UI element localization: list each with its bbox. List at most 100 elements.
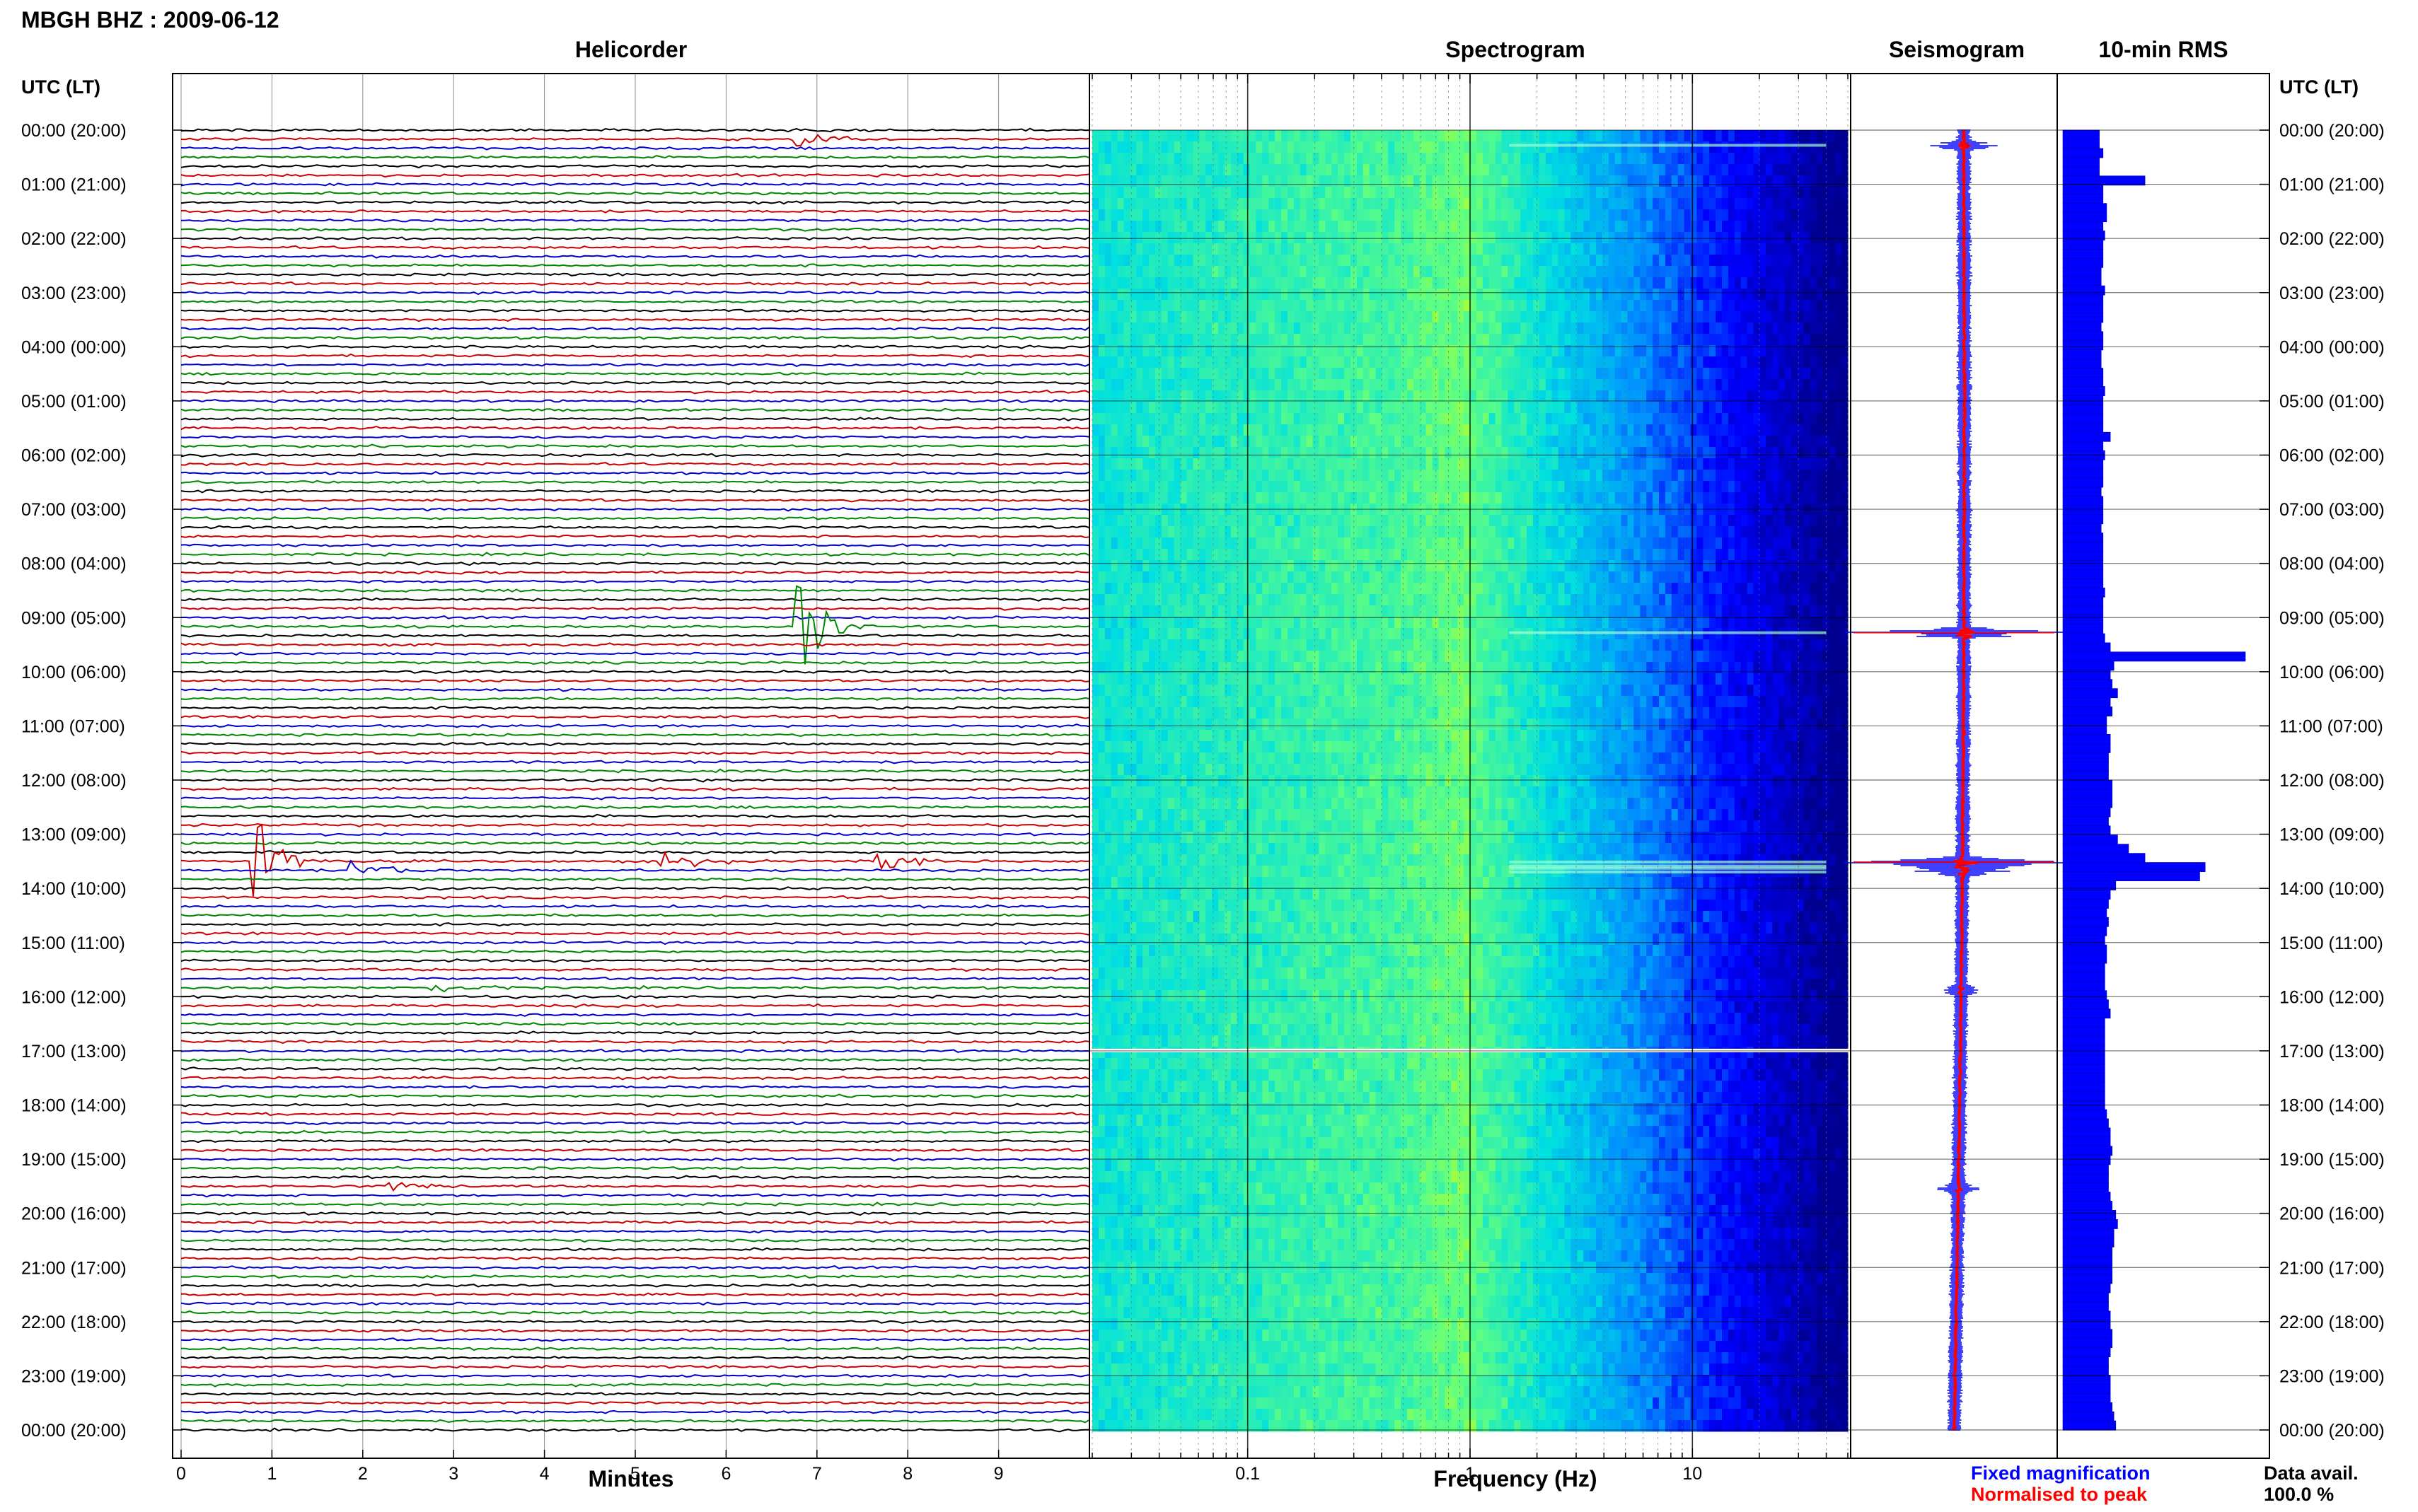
rms-bar (2062, 322, 2102, 332)
time-label-right: 01:00 (21:00) (2279, 175, 2385, 195)
rms-bar (2062, 431, 2111, 442)
time-label-left: 20:00 (16:00) (21, 1204, 127, 1224)
rms-title: 10-min RMS (2098, 37, 2228, 62)
rms-bar (2062, 642, 2111, 653)
rms-bar (2062, 1375, 2111, 1385)
time-label-left: 12:00 (08:00) (21, 771, 127, 791)
rms-bar (2062, 862, 2206, 873)
rms-bar (2062, 853, 2146, 863)
rms-bar (2062, 844, 2129, 854)
rms-bar (2062, 377, 2104, 388)
chart-title: MBGH BHZ : 2009-06-12 (21, 7, 279, 33)
freq-tick-label: 10 (1682, 1464, 1702, 1484)
rms-bar (2062, 816, 2109, 827)
freq-tick-label: 0.1 (1235, 1464, 1260, 1484)
rms-bar (2062, 578, 2104, 588)
rms-bar (2062, 148, 2104, 158)
time-label-right: 00:00 (20:00) (2279, 1421, 2385, 1441)
rms-bar (2062, 1274, 2112, 1284)
rms-bar (2062, 871, 2200, 881)
rms-bar (2062, 890, 2111, 900)
time-label-right: 10:00 (06:00) (2279, 663, 2385, 682)
rms-bar (2062, 368, 2104, 378)
minute-tick-label: 1 (267, 1464, 277, 1484)
rms-bar (2062, 917, 2109, 927)
rms-bar (2062, 697, 2111, 708)
rms-bar (2062, 386, 2105, 396)
right-axis-header: UTC (LT) (2279, 76, 2359, 98)
rms-bar (2062, 514, 2104, 525)
rms-bar (2062, 825, 2111, 836)
time-label-left: 09:00 (05:00) (21, 608, 127, 628)
time-label-right: 16:00 (12:00) (2279, 987, 2385, 1007)
rms-bar (2062, 1292, 2109, 1303)
time-label-right: 04:00 (00:00) (2279, 337, 2385, 357)
rms-bar (2062, 752, 2109, 762)
rms-bar (2062, 413, 2104, 424)
rms-bar (2062, 1063, 2105, 1074)
rms-bar (2062, 175, 2146, 186)
rms-bar (2062, 1255, 2112, 1266)
rms-bar (2062, 1219, 2118, 1229)
rms-bar (2062, 1246, 2112, 1257)
rms-bar (2062, 349, 2102, 360)
rms-bar (2062, 1402, 2112, 1412)
rms-bar (2062, 596, 2104, 607)
time-label-left: 16:00 (12:00) (21, 987, 127, 1007)
rms-bar (2062, 981, 2105, 991)
rms-bar (2062, 1173, 2109, 1184)
rms-bar (2062, 569, 2104, 579)
rms-bar (2062, 1054, 2105, 1064)
rms-bar (2062, 441, 2104, 451)
rms-bar (2062, 523, 2102, 534)
time-label-left: 07:00 (03:00) (21, 500, 127, 520)
minute-tick-label: 8 (903, 1464, 913, 1484)
rms-bar (2062, 661, 2115, 671)
rms-bar (2062, 605, 2104, 616)
rms-bar (2062, 587, 2105, 598)
spectrogram-title: Spectrogram (1445, 37, 1585, 62)
freq-tick-label: 1 (1465, 1464, 1475, 1484)
rms-bar (2062, 533, 2104, 543)
rms-bar (2062, 1201, 2112, 1211)
rms-bar (2062, 1018, 2105, 1028)
rms-bar (2062, 633, 2105, 644)
rms-bar (2062, 898, 2109, 909)
rms-bar (2062, 1411, 2115, 1421)
time-label-left: 01:00 (21:00) (21, 175, 127, 195)
legend-fixed-magnification: Fixed magnification (1971, 1462, 2151, 1484)
rms-bar (2062, 624, 2104, 634)
data-avail-label: Data avail. (2264, 1462, 2359, 1484)
time-label-left: 21:00 (17:00) (21, 1258, 127, 1278)
rms-bar (2062, 1210, 2117, 1220)
time-label-right: 17:00 (13:00) (2279, 1042, 2385, 1062)
time-label-right: 23:00 (19:00) (2279, 1366, 2385, 1386)
rms-bar (2062, 1329, 2112, 1339)
rms-bar (2062, 1192, 2111, 1202)
rms-bar (2062, 807, 2111, 818)
rms-bar (2062, 212, 2107, 223)
rms-bar (2062, 395, 2104, 405)
time-label-left: 02:00 (22:00) (21, 229, 127, 249)
rms-bar (2062, 935, 2105, 946)
helicorder-xlabel: Minutes (588, 1466, 674, 1491)
rms-bar (2062, 1008, 2111, 1019)
rms-bar (2062, 459, 2104, 470)
rms-bar (2062, 999, 2109, 1010)
rms-bar (2062, 688, 2118, 699)
rms-bar (2062, 1182, 2109, 1193)
rms-bar (2062, 761, 2109, 772)
rms-bar (2062, 1228, 2115, 1238)
rms-bar (2062, 240, 2104, 250)
rms-bar (2062, 770, 2109, 781)
minute-tick-label: 3 (449, 1464, 458, 1484)
rms-bar (2062, 926, 2107, 936)
rms-bar (2062, 505, 2104, 516)
helicorder-panel (180, 74, 1090, 1458)
rms-bar (2062, 733, 2111, 744)
rms-bar (2062, 248, 2104, 259)
rms-bar (2062, 1366, 2109, 1376)
rms-bar (2062, 1420, 2117, 1431)
time-label-right: 02:00 (22:00) (2279, 229, 2385, 249)
